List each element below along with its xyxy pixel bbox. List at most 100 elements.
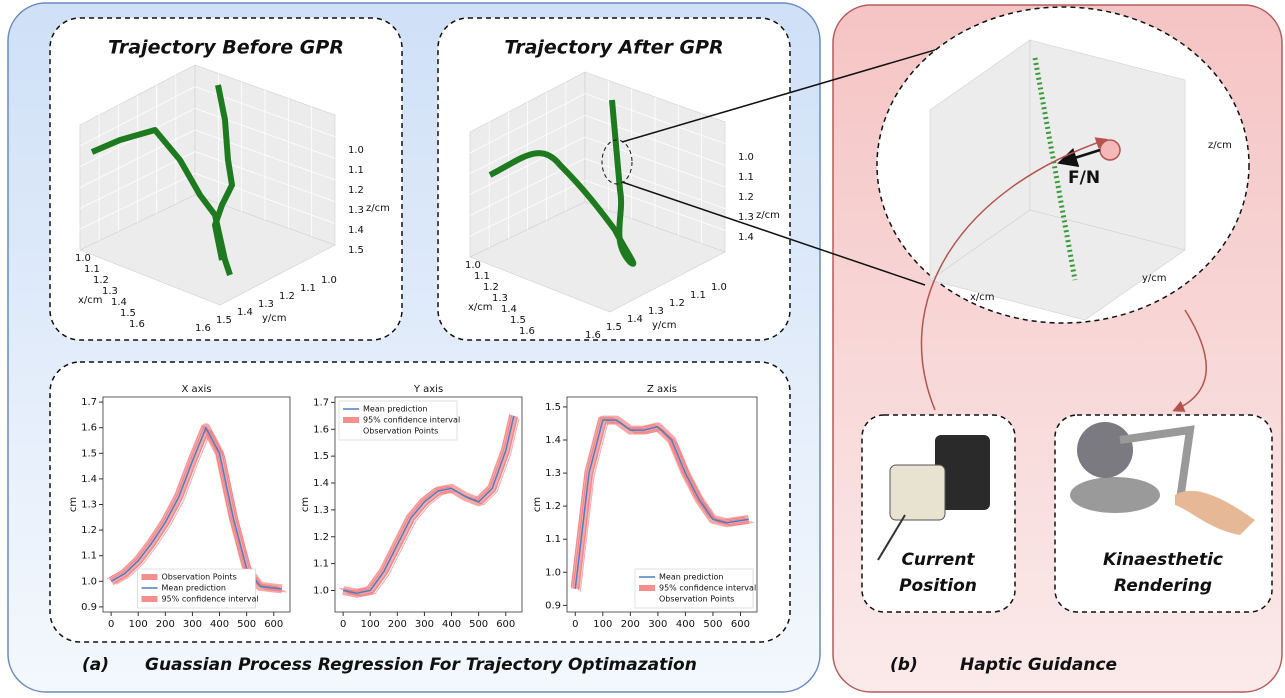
- chart-title: X axis: [181, 384, 211, 395]
- z-tick-label: 1.4: [738, 232, 754, 243]
- current-label: Position: [899, 576, 977, 596]
- y-tick-label: 1.4: [627, 314, 643, 325]
- haptic-image: [1070, 422, 1255, 535]
- x-tick-label: 400: [442, 619, 461, 630]
- before-title: Trajectory Before GPR: [108, 37, 344, 59]
- x-tick-label: 500: [237, 619, 256, 630]
- legend-swatch: [141, 574, 158, 580]
- panel-b-label: (b): [890, 655, 918, 675]
- x-tick-label: 0: [108, 619, 114, 630]
- current-label: Current: [901, 550, 975, 570]
- x-tick-label: 500: [703, 619, 722, 630]
- y-tick-label: 1.2: [313, 532, 329, 543]
- x-tick-label: 600: [731, 619, 750, 630]
- y-tick-label: 0.9: [81, 602, 97, 613]
- z-tick-label: 1.0: [348, 145, 364, 156]
- rendering-label: Rendering: [1114, 576, 1212, 596]
- y-tick-label: 1.5: [216, 315, 232, 326]
- x-tick-label: 1.0: [465, 260, 481, 271]
- legend-label: 95% confidence interval: [659, 584, 756, 593]
- x-tick-label: 300: [183, 619, 202, 630]
- y-tick-label: 1.5: [81, 448, 97, 459]
- x-tick-label: 1.5: [120, 308, 136, 319]
- legend-swatch: [639, 585, 655, 591]
- zoom-line: [621, 181, 926, 286]
- z-tick-label: 1.2: [738, 192, 754, 203]
- pane-grid: [194, 172, 336, 224]
- y-tick-label: 1.5: [313, 451, 329, 462]
- x-tick-label: 1.3: [102, 286, 118, 297]
- z-tick-label: 1.1: [348, 165, 364, 176]
- y-tick-label: 1.3: [648, 306, 664, 317]
- legend-label: Observation Points: [659, 595, 734, 604]
- legend-swatch: [343, 417, 359, 423]
- x-tick-label: 200: [388, 619, 407, 630]
- y-tick-label: 1.2: [545, 501, 561, 512]
- z-tick-label: 1.0: [738, 152, 754, 163]
- y-tick-label: 1.1: [690, 290, 706, 301]
- legend-swatch: [141, 596, 158, 602]
- x-tick-label: 1.1: [474, 271, 490, 282]
- x-tick-label: 1.6: [129, 319, 145, 330]
- y-tick-label: 1.4: [313, 478, 329, 489]
- x-tick-label: 1.2: [93, 275, 109, 286]
- pane-grid: [584, 179, 726, 231]
- y-tick-label: 1.1: [313, 559, 329, 570]
- y-tick-label: 1.4: [545, 435, 561, 446]
- x-tick-label: 200: [621, 619, 640, 630]
- legend-label: Mean prediction: [363, 405, 427, 414]
- y-tick-label: 1.7: [81, 397, 97, 408]
- y-tick-label: 0.9: [545, 600, 561, 611]
- mean-line: [342, 415, 515, 594]
- y-tick-label: 1.1: [81, 551, 97, 562]
- y-tick-label: 1.6: [585, 330, 601, 341]
- x-tick-label: 0: [572, 619, 578, 630]
- x-tick-label: 500: [469, 619, 488, 630]
- y-tick-label: 1.5: [606, 322, 622, 333]
- y-tick-label: 1.7: [313, 397, 329, 408]
- pane-grid: [79, 172, 196, 230]
- x-tick-label: 100: [593, 619, 612, 630]
- x-tick-label: 600: [496, 619, 515, 630]
- y-tick-label: 1.6: [81, 423, 97, 434]
- x-axis-label: x/cm: [78, 295, 103, 306]
- z-tick-label: 1.5: [348, 245, 364, 256]
- z-axis-label: z/cm: [366, 203, 390, 214]
- z-tick-label: 1.1: [738, 172, 754, 183]
- x-tick-label: 200: [156, 619, 175, 630]
- z-tick-label: 1.3: [738, 212, 754, 223]
- x-tick-label: 1.5: [510, 315, 526, 326]
- pane: [929, 209, 1186, 321]
- trajectory-before: [212, 84, 235, 261]
- legend-label: Mean prediction: [162, 584, 226, 593]
- y-tick-label: 1.0: [321, 275, 337, 286]
- y-tick-label: 1.3: [81, 500, 97, 511]
- x-axis-label: x/cm: [970, 292, 995, 303]
- force-label: F/N: [1068, 168, 1100, 188]
- y-tick-label: 1.4: [237, 307, 253, 318]
- x-tick-label: 1.2: [483, 282, 499, 293]
- x-tick-label: 1.4: [501, 304, 517, 315]
- x-tick-label: 1.3: [492, 293, 508, 304]
- legend-label: 95% confidence interval: [162, 595, 259, 604]
- y-tick-label: 1.3: [313, 505, 329, 516]
- y-axis-label: cm: [68, 497, 79, 512]
- after-title: Trajectory After GPR: [504, 37, 723, 59]
- z-axis-label: z/cm: [756, 210, 780, 221]
- flow-arrow: [1172, 309, 1207, 412]
- y-tick-label: 1.5: [545, 402, 561, 413]
- chart-title: Y axis: [413, 384, 443, 395]
- x-tick-label: 300: [648, 619, 667, 630]
- x-tick-label: 400: [676, 619, 695, 630]
- x-axis-label: x/cm: [468, 302, 493, 313]
- y-axis-label: y/cm: [652, 320, 677, 331]
- x-tick-label: 300: [415, 619, 434, 630]
- x-tick-label: 0: [340, 619, 346, 630]
- observation-line: [348, 418, 520, 597]
- rendering-label: Kinaesthetic: [1103, 550, 1223, 570]
- flow-arrow: [920, 137, 1108, 411]
- x-tick-label: 1.1: [84, 264, 100, 275]
- device-image: [877, 435, 990, 561]
- x-tick-label: 1.6: [519, 326, 535, 337]
- y-axis-label: y/cm: [262, 313, 287, 324]
